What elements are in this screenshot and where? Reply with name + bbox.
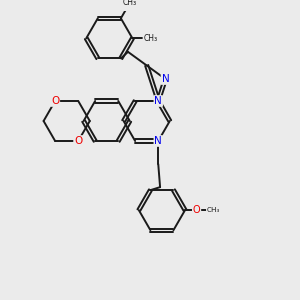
Text: CH₃: CH₃ (143, 34, 158, 43)
Text: O: O (51, 96, 59, 106)
Text: CH₃: CH₃ (123, 0, 137, 7)
Text: O: O (74, 136, 82, 146)
Text: N: N (154, 96, 162, 106)
Text: N: N (161, 74, 169, 84)
Text: CH₃: CH₃ (207, 207, 220, 213)
Text: N: N (154, 136, 162, 146)
Text: O: O (193, 205, 200, 215)
